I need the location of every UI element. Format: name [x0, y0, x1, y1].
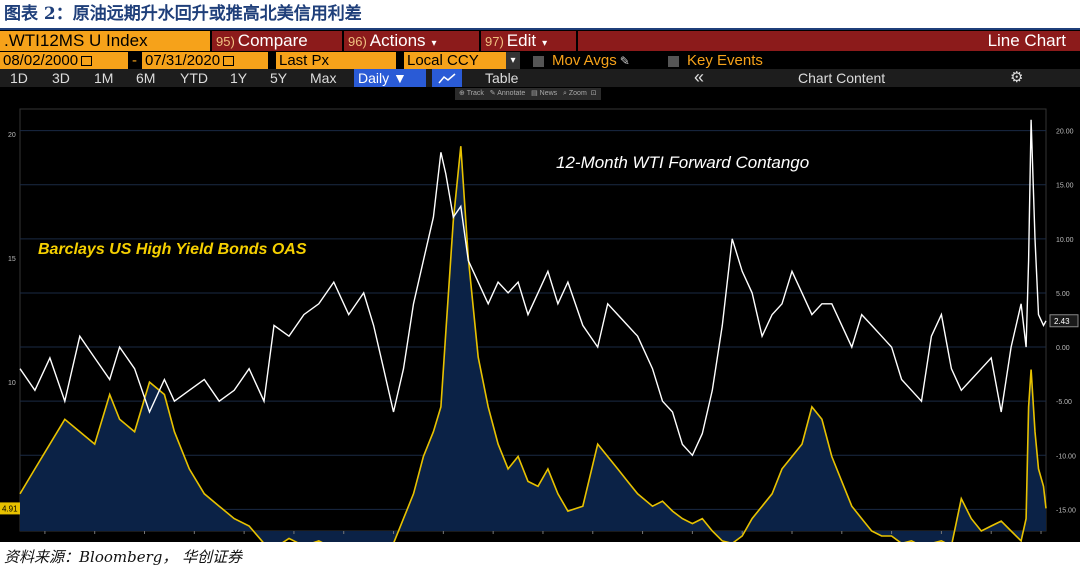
right-tick-label: 10.00 — [1056, 237, 1074, 244]
compare-button[interactable]: 95) Compare — [212, 31, 342, 51]
edit-menu[interactable]: 97) Edit ▾ — [481, 31, 576, 51]
right-tick-label: 20.00 — [1056, 129, 1074, 136]
left-tick-label: 10 — [8, 380, 16, 387]
period-button[interactable]: YTD — [180, 70, 208, 86]
period-toolbar: 1D 3D 1M 6M YTD 1Y 5Y Max Daily ▼ Table « Chart… — [0, 67, 1080, 87]
right-tick-label: -5.00 — [1056, 399, 1072, 406]
field-select[interactable]: Last Px — [276, 52, 396, 69]
security-ticker: .WTI12MS U Index — [4, 31, 148, 50]
chevron-down-icon: ▾ — [431, 38, 437, 49]
wti-annotation: 12-Month WTI Forward Contango — [556, 153, 809, 172]
hy-oas-line — [19, 146, 1047, 542]
collapse-icon[interactable]: « — [694, 67, 705, 87]
chart-content-button[interactable]: Chart Content — [798, 70, 886, 86]
left-tick-label: 20 — [8, 132, 16, 139]
track-tool[interactable]: ⊕ Track — [459, 90, 484, 97]
key-events-label: Key Events — [687, 52, 763, 69]
title-toolbar: .WTI12MS U Index 95) Compare 96) Actions ▾ … — [0, 30, 1080, 51]
news-tool[interactable]: ▤ News — [531, 90, 558, 97]
chart-type-bar[interactable]: Line Chart — [578, 31, 1080, 51]
annotate-tool[interactable]: ✎ Annotate — [489, 90, 526, 97]
compare-number: 95) — [216, 34, 235, 49]
right-tick-label: 5.00 — [1056, 291, 1070, 298]
period-button[interactable]: 1Y — [230, 70, 248, 86]
hy-current-value: 4.91 — [2, 504, 18, 513]
edit-number: 97) — [485, 34, 504, 49]
hy-annotation: Barclays US High Yield Bonds OAS — [38, 241, 307, 258]
frequency-select[interactable]: Daily ▼ — [354, 69, 426, 87]
compare-label: Compare — [237, 31, 308, 50]
right-tick-label: -15.00 — [1056, 507, 1076, 514]
line-chart-icon[interactable] — [432, 69, 462, 87]
table-button[interactable]: Table — [485, 70, 519, 86]
security-field[interactable]: .WTI12MS U Index — [0, 31, 210, 51]
chart-grid — [19, 108, 1047, 532]
zoom-tool[interactable]: ⌕ Zoom — [563, 90, 587, 97]
chart-area: 20.00 15.00 10.00 5.00 0.00 -5.00 -10.00 -15.00… — [0, 87, 1080, 542]
end-date-value: 07/31/2020 — [145, 52, 221, 69]
pencil-icon[interactable]: ✎ — [619, 54, 630, 68]
chart-axes: 20.00 15.00 10.00 5.00 0.00 -5.00 -10.00 -15.00… — [0, 129, 1079, 534]
right-tick-label: -10.00 — [1056, 453, 1076, 460]
period-button[interactable]: 3D — [52, 70, 70, 86]
wti-contango-line — [19, 119, 1047, 457]
wti-current-value: 2.43 — [1054, 317, 1070, 326]
chevron-down-icon: ▾ — [542, 38, 548, 49]
end-date-input[interactable]: 07/31/2020 — [142, 52, 268, 69]
right-tick-label: 0.00 — [1056, 345, 1070, 352]
calendar-icon[interactable] — [81, 56, 93, 67]
date-toolbar: 08/02/2000 - 07/31/2020 Last Px Local CC… — [0, 51, 1080, 69]
currency-value: Local CCY — [407, 52, 479, 69]
checkbox-icon[interactable] — [533, 55, 544, 67]
edit-label: Edit — [506, 31, 537, 50]
calendar-icon[interactable] — [223, 56, 235, 67]
wti-current-badge — [1049, 314, 1079, 328]
gear-icon[interactable]: ⚙ — [1010, 69, 1024, 86]
date-separator: - — [132, 52, 137, 69]
chevron-down-icon[interactable]: ▾ — [506, 52, 520, 69]
period-button[interactable]: Max — [310, 70, 337, 86]
actions-label: Actions — [369, 31, 426, 50]
mov-avgs-label: Mov Avgs — [552, 52, 617, 69]
period-button[interactable]: 1M — [94, 70, 114, 86]
key-events-toggle[interactable]: Key Events — [668, 52, 808, 69]
checkbox-icon[interactable] — [668, 55, 679, 67]
figure-caption: 图表 2：原油远期升水回升或推高北美信用利差 — [4, 4, 362, 24]
chart-type-label: Line Chart — [987, 31, 1066, 50]
close-icon[interactable]: ⊡ — [590, 90, 597, 97]
wti-area-fill — [20, 146, 1046, 542]
start-date-value: 08/02/2000 — [3, 52, 79, 69]
field-value: Last Px — [279, 52, 330, 69]
actions-number: 96) — [348, 34, 367, 49]
actions-menu[interactable]: 96) Actions ▾ — [344, 31, 479, 51]
period-button[interactable]: 1D — [10, 70, 28, 86]
left-tick-label: 15 — [8, 256, 16, 263]
caption-rule — [0, 28, 1080, 30]
bloomberg-terminal: .WTI12MS U Index 95) Compare 96) Actions ▾ … — [0, 30, 1080, 542]
currency-select[interactable]: Local CCY ▾ — [404, 52, 520, 69]
period-button[interactable]: 5Y — [270, 70, 288, 86]
start-date-input[interactable]: 08/02/2000 — [0, 52, 128, 69]
period-button[interactable]: 6M — [136, 70, 156, 86]
source-note: 资料来源：Bloomberg， 华创证券 — [4, 548, 243, 566]
mov-avgs-toggle[interactable]: Mov Avgs ✎ — [533, 52, 658, 69]
chart-mini-toolbar: ⊕ Track ✎ Annotate ▤ News ⌕ Zoom ⊡ — [455, 88, 601, 100]
hy-current-badge — [0, 502, 20, 515]
right-tick-label: 15.00 — [1056, 183, 1074, 190]
